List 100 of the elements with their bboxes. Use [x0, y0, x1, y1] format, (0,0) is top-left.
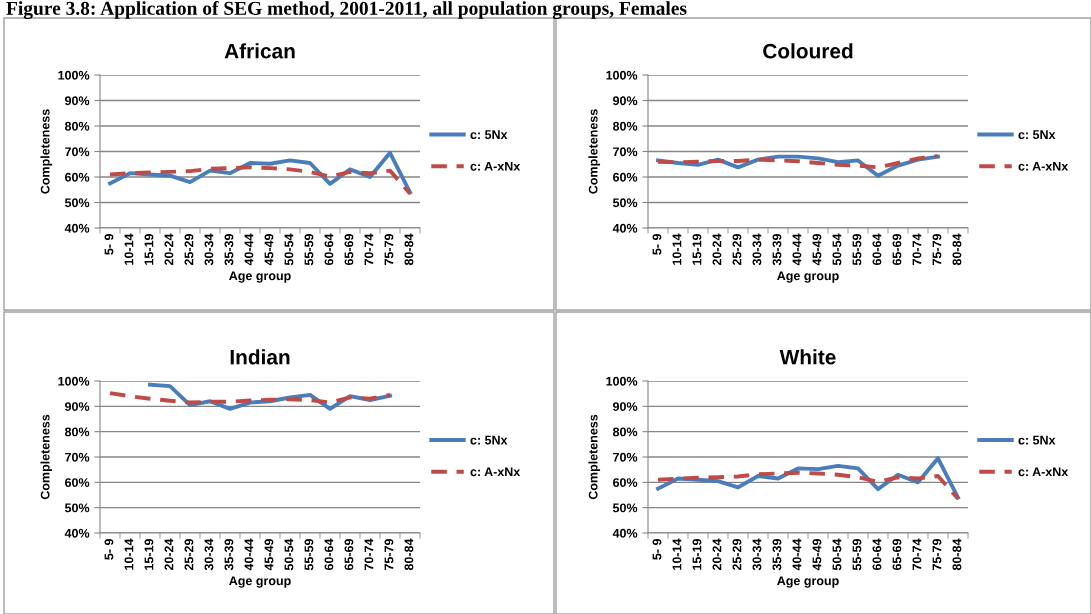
- x-tick-label: 20-24: [164, 538, 174, 571]
- y-tick-label: 80%: [64, 427, 90, 437]
- x-tick-label: 35-39: [772, 234, 782, 266]
- x-tick-label: 55-59: [304, 234, 314, 266]
- legend-label: c: A-xNx: [1018, 467, 1069, 477]
- x-axis-title: Age group: [777, 271, 839, 283]
- y-tick-label: 60%: [613, 172, 638, 182]
- x-tick-label: 40-44: [244, 538, 254, 571]
- line-series: [108, 391, 392, 405]
- legend-label: c: A-xNx: [470, 467, 521, 477]
- y-tick-label: 80%: [612, 121, 638, 131]
- y-tick-label: 100%: [58, 376, 90, 386]
- x-axis-title: Age group: [777, 576, 839, 588]
- x-axis-title: Age group: [229, 271, 291, 283]
- y-tick-label: 40%: [64, 223, 90, 233]
- x-tick-label: 35-39: [224, 539, 234, 571]
- x-tick-label: 10-14: [124, 538, 134, 570]
- x-tick-label: 80-84: [952, 538, 962, 571]
- x-tick-label: 25-29: [732, 539, 742, 571]
- x-tick-label: 50-54: [284, 233, 294, 266]
- x-tick-label: 5- 9: [104, 539, 114, 560]
- chart-title: Indian: [230, 349, 290, 365]
- x-tick-label: 25-29: [184, 539, 194, 571]
- y-tick-label: 80%: [64, 121, 90, 131]
- x-tick-label: 15-19: [144, 234, 154, 265]
- x-tick-label: 45-49: [264, 234, 274, 266]
- x-tick-label: 30-34: [204, 233, 214, 266]
- x-tick-label: 80-84: [952, 233, 962, 266]
- x-tick-label: 40-44: [792, 538, 802, 571]
- x-tick-label: 20-24: [164, 233, 174, 266]
- y-tick-label: 50%: [64, 503, 90, 513]
- x-tick-label: 55-59: [852, 234, 862, 266]
- y-tick-label: 60%: [613, 478, 638, 487]
- x-tick-label: 65-69: [344, 234, 354, 266]
- x-tick-label: 10-14: [124, 233, 134, 265]
- x-tick-label: 20-24: [712, 233, 722, 266]
- y-tick-label: 70%: [65, 452, 90, 462]
- x-tick-label: 5- 9: [104, 234, 114, 255]
- y-tick-label: 70%: [65, 147, 90, 157]
- line-series: [108, 165, 412, 196]
- x-tick-label: 75-79: [384, 539, 394, 570]
- x-axis-title: Age group: [229, 576, 291, 588]
- x-tick-label: 70-74: [364, 538, 374, 570]
- y-tick-label: 100%: [606, 70, 638, 80]
- y-tick-label: 40%: [612, 223, 638, 233]
- x-tick-label: 80-84: [404, 538, 414, 571]
- x-tick-label: 5- 9: [652, 539, 662, 560]
- y-tick-label: 70%: [613, 147, 638, 157]
- y-tick-label: 100%: [606, 376, 638, 386]
- x-tick-label: 50-54: [832, 233, 842, 266]
- x-tick-label: 25-29: [732, 234, 742, 266]
- legend-label: c: 5Nx: [1018, 130, 1056, 140]
- x-tick-label: 45-49: [812, 234, 822, 266]
- x-tick-label: 35-39: [224, 234, 234, 266]
- y-tick-label: 70%: [613, 452, 638, 462]
- y-tick-label: 40%: [64, 528, 90, 538]
- y-tick-label: 60%: [65, 478, 90, 487]
- y-axis-title: Completeness: [40, 414, 53, 500]
- x-tick-label: 50-54: [284, 538, 294, 571]
- x-tick-label: 15-19: [144, 539, 154, 570]
- x-tick-label: 70-74: [912, 233, 922, 265]
- x-tick-label: 70-74: [364, 233, 374, 265]
- x-tick-label: 65-69: [892, 539, 902, 571]
- line-series: [656, 470, 960, 501]
- y-tick-label: 40%: [612, 528, 638, 538]
- x-tick-label: 30-34: [204, 538, 214, 571]
- y-axis-title: Completeness: [588, 414, 601, 500]
- y-tick-label: 50%: [612, 198, 638, 208]
- x-tick-label: 60-64: [324, 538, 334, 571]
- y-tick-label: 90%: [613, 96, 638, 106]
- x-tick-label: 15-19: [692, 234, 702, 265]
- y-tick-label: 50%: [64, 198, 90, 208]
- x-tick-label: 60-64: [324, 233, 334, 266]
- line-series: [656, 154, 940, 170]
- y-tick-label: 100%: [58, 70, 90, 80]
- legend-label: c: 5Nx: [470, 435, 508, 445]
- y-tick-label: 90%: [613, 402, 638, 411]
- x-tick-label: 10-14: [672, 538, 682, 570]
- x-tick-label: 30-34: [752, 538, 762, 571]
- y-tick-label: 90%: [65, 402, 90, 411]
- x-tick-label: 75-79: [384, 234, 394, 265]
- legend-label: c: A-xNx: [1018, 161, 1069, 171]
- x-tick-label: 65-69: [892, 234, 902, 266]
- x-tick-label: 80-84: [404, 233, 414, 266]
- y-tick-label: 80%: [612, 427, 638, 437]
- legend-label: c: 5Nx: [1018, 435, 1056, 445]
- y-tick-label: 90%: [65, 96, 90, 106]
- y-axis-title: Completeness: [588, 109, 601, 194]
- x-tick-label: 60-64: [872, 538, 882, 571]
- x-tick-label: 45-49: [264, 539, 274, 571]
- legend-label: c: A-xNx: [470, 161, 521, 171]
- x-tick-label: 10-14: [672, 233, 682, 265]
- caption: Figure 3.8: Application of SEG method, 2001-2011, all population groups, Females: [6, 1, 687, 19]
- x-tick-label: 65-69: [344, 539, 354, 571]
- x-tick-label: 75-79: [932, 234, 942, 265]
- x-tick-label: 55-59: [304, 539, 314, 571]
- x-tick-label: 40-44: [792, 233, 802, 266]
- x-tick-label: 35-39: [772, 539, 782, 571]
- x-tick-label: 30-34: [752, 233, 762, 266]
- y-tick-label: 60%: [65, 172, 90, 182]
